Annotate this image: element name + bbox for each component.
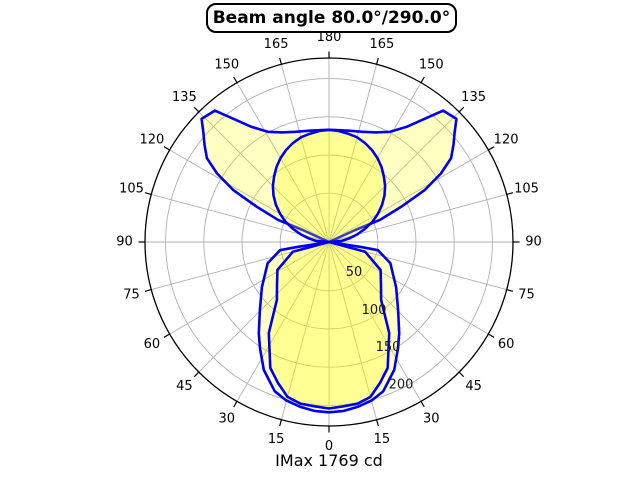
grid-spoke — [280, 241, 330, 420]
angle-label: 120 — [494, 132, 519, 147]
grid-spoke — [328, 111, 460, 243]
angle-label: 165 — [369, 37, 394, 52]
angle-tick — [488, 146, 495, 151]
angle-tick — [279, 419, 282, 427]
angle-tick — [233, 400, 238, 408]
angle-tick — [420, 400, 425, 408]
angle-label: 30 — [219, 412, 236, 427]
angle-label: 90 — [116, 235, 133, 250]
angle-label: 60 — [498, 337, 515, 352]
angle-label: 105 — [119, 182, 144, 197]
angle-label: 105 — [514, 182, 539, 197]
polar-axis — [138, 51, 520, 433]
angle-label: 45 — [465, 379, 482, 394]
angle-tick — [506, 192, 514, 195]
angle-label: 75 — [518, 287, 535, 302]
angle-label: 30 — [423, 412, 440, 427]
r-tick-label: 100 — [362, 303, 387, 318]
angle-tick — [193, 371, 200, 378]
grid-spoke — [198, 241, 330, 373]
angle-tick — [376, 419, 379, 427]
angle-label: 150 — [419, 57, 444, 72]
angle-tick — [420, 76, 425, 84]
grid-spoke — [236, 241, 330, 402]
r-tick-label: 200 — [389, 378, 414, 393]
angle-tick — [233, 76, 238, 83]
grid-spoke — [328, 241, 378, 420]
angle-tick — [193, 106, 200, 113]
grid-spoke — [169, 241, 330, 335]
grid-spoke — [328, 241, 489, 335]
angle-label: 15 — [268, 432, 285, 447]
grid-spoke — [169, 149, 330, 243]
r-tick-labels: 50 100 150 200 — [346, 265, 414, 393]
angle-tick — [163, 146, 171, 151]
grid-spoke — [328, 82, 422, 243]
grid-spoke — [328, 64, 378, 243]
angle-label: 0 — [325, 439, 333, 454]
beam-curves — [200, 109, 458, 414]
chart-title: Beam angle 80.0°/290.0° — [212, 8, 451, 28]
angle-labels: 0 15 15 30 30 45 45 60 60 75 75 90 90 105 105 120 120 135… — [116, 30, 542, 454]
angle-label: 180 — [317, 30, 342, 45]
angle-label: 135 — [172, 90, 197, 105]
r-tick-label: 50 — [346, 265, 363, 280]
chart-title-box: Beam angle 80.0°/290.0° — [206, 3, 457, 33]
grid-spoke — [328, 149, 489, 243]
angle-tick — [458, 106, 465, 113]
angle-tick — [376, 57, 379, 65]
angle-label: 135 — [461, 90, 486, 105]
grid-spoke — [280, 64, 330, 243]
angle-tick — [144, 192, 152, 195]
angle-tick — [487, 333, 495, 338]
angle-label: 120 — [139, 132, 164, 147]
angle-tick — [279, 57, 282, 65]
angle-tick — [458, 371, 465, 378]
imax-label: IMax 1769 cd — [275, 451, 383, 470]
angle-label: 15 — [374, 432, 391, 447]
r-tick-label: 150 — [376, 340, 401, 355]
angle-tick — [506, 289, 514, 292]
angle-label: 165 — [264, 37, 289, 52]
grid-spoke — [328, 241, 460, 373]
angle-label: 60 — [144, 337, 161, 352]
angle-label: 90 — [525, 235, 542, 250]
grid-spoke — [198, 111, 330, 243]
angle-label: 75 — [123, 287, 140, 302]
angle-tick — [144, 289, 152, 292]
angle-label: 45 — [176, 379, 193, 394]
angle-tick — [163, 333, 171, 338]
grid-spoke — [328, 241, 422, 402]
beam-curve-plane-2 — [267, 128, 391, 410]
grid-spoke — [236, 82, 330, 243]
angle-label: 150 — [214, 57, 239, 72]
